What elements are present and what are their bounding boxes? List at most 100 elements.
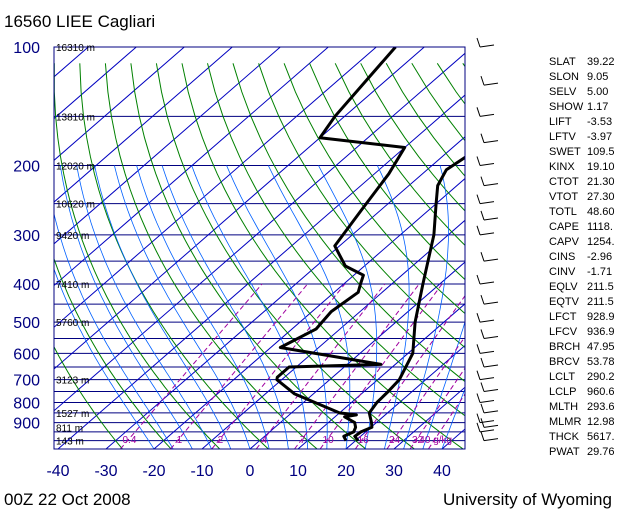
index-name: BRCH bbox=[549, 341, 581, 353]
height-label: 16310 m bbox=[56, 43, 95, 54]
mixing-ratio-label: 16 bbox=[358, 435, 370, 446]
mixing-ratio-line bbox=[211, 283, 346, 449]
wind-barb-staff bbox=[483, 364, 499, 368]
mixing-ratio-line bbox=[294, 283, 420, 449]
temperature-tick-label: -20 bbox=[142, 463, 165, 480]
wind-barb-staff bbox=[483, 335, 499, 339]
wind-barb-flag bbox=[476, 344, 481, 354]
wind-barb-staff bbox=[483, 410, 499, 414]
height-label: 5760 m bbox=[56, 318, 89, 329]
wind-barb-flag bbox=[480, 252, 485, 262]
index-value: 19.10 bbox=[587, 161, 615, 173]
pressure-tick-label: 100 bbox=[13, 40, 40, 57]
index-name: EQLV bbox=[549, 281, 578, 293]
dry-adiabat-line bbox=[258, 63, 465, 349]
index-name: SLON bbox=[549, 71, 579, 83]
index-row: KINX 19.10 bbox=[549, 160, 635, 175]
temperature-tick-label: 30 bbox=[385, 463, 403, 480]
data-source: University of Wyoming bbox=[443, 490, 612, 509]
index-name: LCLP bbox=[549, 386, 577, 398]
pressure-tick-label: 600 bbox=[13, 346, 40, 363]
moist-adiabat-line bbox=[54, 212, 174, 449]
moist-adiabat-line bbox=[403, 165, 449, 449]
index-value: 12.98 bbox=[587, 416, 615, 428]
wind-barb-staff bbox=[483, 301, 499, 305]
index-row: SELV 5.00 bbox=[549, 85, 635, 100]
index-row: MLMR 12.98 bbox=[549, 415, 635, 430]
index-row: SLON 9.05 bbox=[549, 70, 635, 85]
plot-frame bbox=[53, 46, 466, 450]
index-value: 1.17 bbox=[587, 101, 609, 113]
height-label: 143 m bbox=[56, 437, 84, 448]
temperature-tick-label: 10 bbox=[289, 463, 307, 480]
pressure-tick-label: 900 bbox=[13, 416, 40, 433]
index-name: CTOT bbox=[549, 176, 579, 188]
mixing-ratio-label: 0.4 bbox=[122, 435, 136, 446]
temperature-tick-label: 20 bbox=[337, 463, 355, 480]
index-name: CAPV bbox=[549, 236, 579, 248]
wind-barb-staff bbox=[483, 217, 499, 221]
height-label: 811 m bbox=[56, 423, 83, 434]
index-name: SWET bbox=[549, 146, 581, 158]
isotherm-line bbox=[54, 47, 377, 328]
wind-barb-staff bbox=[483, 438, 499, 442]
wind-barb-flag bbox=[476, 194, 481, 204]
index-row: CINV -1.71 bbox=[549, 265, 635, 280]
mixing-ratio-label: 24 bbox=[389, 435, 401, 446]
pressure-tick-label: 200 bbox=[13, 159, 40, 176]
index-value: 48.60 bbox=[587, 206, 615, 218]
pressure-tick-label: 500 bbox=[13, 315, 40, 332]
wind-barb-flag bbox=[476, 413, 481, 423]
index-row: MLTH 293.6 bbox=[549, 400, 635, 415]
index-name: LFTV bbox=[549, 131, 576, 143]
chart-title: 16560 LIEE Cagliari bbox=[4, 12, 156, 31]
index-row: THCK 5617. bbox=[549, 430, 635, 445]
isotherm-line bbox=[54, 47, 233, 203]
mixing-ratio-line bbox=[170, 283, 308, 449]
dry-adiabat-line bbox=[54, 257, 172, 449]
index-value: -3.53 bbox=[587, 116, 613, 128]
temperature-tick-label: 40 bbox=[433, 463, 451, 480]
index-value: 936.9 bbox=[587, 326, 615, 338]
wind-barb-flag bbox=[480, 176, 485, 186]
wind-barb-flag bbox=[480, 403, 485, 414]
wind-barb-flag bbox=[480, 329, 485, 339]
pressure-tick-label: 300 bbox=[13, 228, 40, 245]
wind-barb-staff bbox=[479, 201, 495, 205]
wind-barb-flag bbox=[476, 370, 481, 380]
pressure-tick-label: 400 bbox=[13, 277, 40, 294]
index-row: SLAT 39.22 bbox=[549, 55, 635, 70]
observation-time: 00Z 22 Oct 2008 bbox=[4, 490, 131, 509]
index-value: 5617. bbox=[587, 431, 615, 443]
index-value: 211.5 bbox=[587, 296, 614, 308]
index-value: 1254. bbox=[587, 236, 615, 248]
index-value: 5.00 bbox=[587, 86, 609, 98]
index-name: LCLT bbox=[549, 371, 576, 383]
isotherm-line bbox=[54, 52, 465, 412]
wind-barb-staff bbox=[479, 44, 495, 48]
wind-barb-flag bbox=[480, 357, 485, 368]
index-value: 21.30 bbox=[587, 176, 615, 188]
wind-barb-flag bbox=[476, 37, 481, 48]
height-label: 13810 m bbox=[56, 112, 95, 123]
wind-barb-flag bbox=[476, 107, 481, 117]
index-name: SELV bbox=[549, 86, 577, 98]
index-name: KINX bbox=[549, 161, 575, 173]
index-row: LFCV 936.9 bbox=[549, 325, 635, 340]
wind-barb-staff bbox=[479, 281, 495, 285]
index-row: CAPV 1254. bbox=[549, 235, 635, 250]
index-value: 960.6 bbox=[587, 386, 615, 398]
index-row: CAPE 1118. bbox=[549, 220, 635, 235]
index-value: 290.2 bbox=[587, 371, 615, 383]
mixing-ratio-label: 1 bbox=[177, 435, 183, 446]
temperature-tick-label: -10 bbox=[190, 463, 213, 480]
wind-barb-staff bbox=[479, 377, 495, 381]
index-value: 29.76 bbox=[587, 446, 615, 458]
index-name: LFCV bbox=[549, 326, 578, 338]
index-value: -2.96 bbox=[587, 251, 613, 263]
height-label: 10620 m bbox=[56, 200, 95, 211]
wind-barb-flag bbox=[476, 393, 481, 403]
index-name: CINV bbox=[549, 266, 576, 278]
isotherm-line bbox=[54, 47, 185, 161]
